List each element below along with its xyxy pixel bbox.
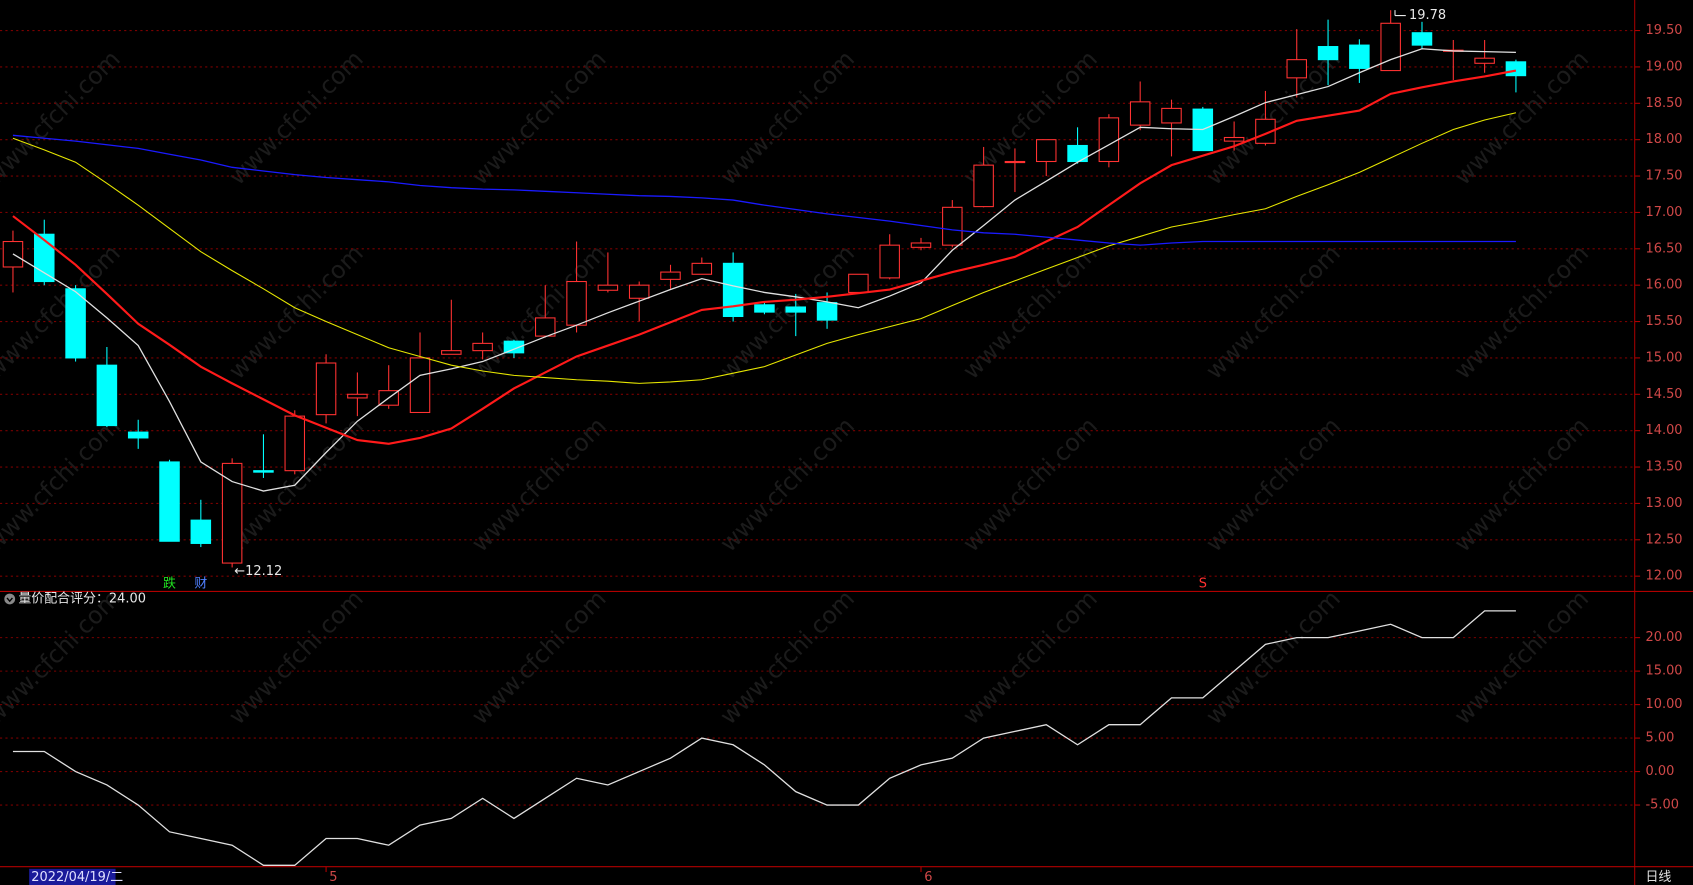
signal-marker: 跌 [163,575,176,591]
candle-body [754,304,775,313]
candle-body [1474,57,1495,64]
period-label[interactable]: 日线 [1645,870,1671,885]
candle-body [910,242,932,248]
y-tick-label: 5.00 [1645,731,1674,746]
candle-body [1223,136,1245,142]
candle-body [253,470,274,473]
y-tick-label: 13.50 [1645,460,1682,475]
y-tick-label: 17.50 [1645,169,1682,184]
y-tick-label: 15.50 [1645,314,1682,329]
y-tick-label: 13.00 [1645,496,1682,511]
candle-body [347,393,368,399]
cursor-date-box [29,868,116,885]
min-label: ←12.12 [234,564,282,579]
candle-body [628,284,650,299]
candle-body [1505,61,1527,77]
candle-body [1129,101,1151,126]
collapse-icon[interactable] [4,593,16,605]
y-tick-label: 14.50 [1645,387,1682,402]
y-tick-label: 16.00 [1645,278,1682,293]
y-tick-label: 15.00 [1645,664,1682,679]
moving-average [12,134,1516,246]
y-tick-label: 10.00 [1645,697,1682,712]
candle-body [159,461,180,542]
y-tick-label: 16.50 [1645,241,1682,256]
candle-body [785,306,807,313]
moving-average [12,48,1516,492]
candle-body [1255,118,1276,144]
candle-body [1004,160,1026,164]
candle-body [942,206,963,246]
y-tick-label: 12.00 [1645,569,1682,584]
y-tick-label: 15.00 [1645,350,1682,365]
candle-body [848,273,869,293]
candle-body [1098,117,1120,163]
moving-average [12,112,1517,384]
candle-body [1035,139,1057,163]
candle-body [722,262,744,317]
y-tick-label: 19.50 [1645,23,1682,38]
candle-body [566,280,587,326]
y-tick-label: 19.00 [1645,59,1682,74]
y-tick-label: 18.50 [1645,96,1682,111]
y-tick-label: 20.00 [1645,630,1682,645]
candle-body [284,415,306,472]
indicator-line [12,610,1516,866]
candle-body [315,362,337,416]
x-tick-label: 5 [329,870,337,885]
cursor-date: 2022/04/19/二 [31,870,123,885]
y-tick-label: 18.00 [1645,132,1682,147]
moving-average [12,69,1517,445]
candle-body [816,302,838,321]
candle-body [973,164,994,208]
candle-body [503,340,525,354]
y-tick-label: -5.00 [1645,798,1678,813]
candle-body [221,462,243,564]
candle-body [65,288,86,359]
candle-body [535,317,556,337]
y-tick-label: 14.00 [1645,423,1682,438]
plot: 19.50 19.00 18.50 18.00 17.50 17.00 16.50 16.00… [0,8,1683,885]
candle-body [1380,22,1401,72]
candle-body [879,244,900,279]
candle-body [1161,107,1182,124]
collapse-icon-glyph [6,597,13,603]
candle-body [597,284,619,291]
y-tick-label: 12.50 [1645,532,1682,547]
candle-body [1411,32,1433,46]
candle-body [472,342,493,352]
candle-body [96,364,118,427]
y-tick-label: 17.00 [1645,205,1682,220]
candle-body [660,271,681,280]
indicator-title: 量价配合评分：24.00 [18,591,146,606]
signal-marker: S [1199,576,1207,591]
candle-body [1317,46,1339,61]
x-tick-label: 6 [924,870,932,885]
y-tick-label: 0.00 [1645,764,1674,779]
candle-body [1286,59,1308,79]
candle-body [1349,44,1370,69]
candle-body [441,350,462,355]
candle-body [691,262,713,275]
max-arrow [1394,10,1406,17]
candle-body [409,357,431,414]
candle-body [190,519,212,544]
signal-marker: 财 [194,576,207,591]
candle-body [127,431,149,439]
max-label: 19.78 [1409,8,1446,23]
